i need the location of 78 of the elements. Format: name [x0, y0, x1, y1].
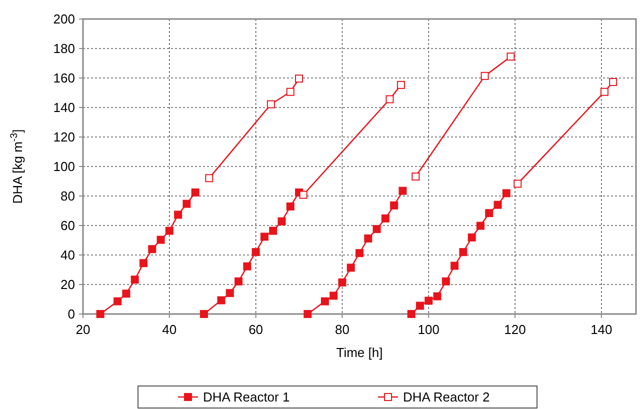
- point: [304, 310, 312, 318]
- point: [416, 302, 424, 310]
- legend-label: DHA Reactor 2: [403, 390, 490, 405]
- point: [320, 297, 329, 306]
- x-tick-label: 40: [162, 322, 177, 337]
- point: [506, 52, 515, 61]
- point: [295, 74, 304, 83]
- point: [286, 88, 294, 96]
- point: [182, 200, 191, 208]
- point: [234, 277, 243, 286]
- y-tick-label: 100: [53, 159, 75, 174]
- point: [130, 276, 139, 284]
- point: [356, 249, 364, 258]
- point: [191, 188, 200, 196]
- point: [386, 95, 394, 104]
- point: [502, 189, 510, 198]
- point: [407, 310, 416, 318]
- point: [514, 180, 522, 188]
- point: [266, 100, 275, 108]
- point: [278, 217, 286, 226]
- point: [468, 233, 476, 242]
- y-tick-label: 120: [53, 130, 75, 145]
- y-tick-label: 60: [60, 218, 75, 234]
- point: [269, 226, 278, 235]
- point: [424, 296, 433, 305]
- point: [381, 214, 390, 222]
- point: [122, 290, 130, 298]
- point: [330, 292, 338, 300]
- point: [205, 174, 214, 182]
- point: [398, 186, 407, 195]
- point: [364, 234, 372, 242]
- point: [412, 172, 420, 181]
- point: [600, 88, 608, 96]
- point: [396, 80, 405, 89]
- point: [494, 200, 502, 209]
- x-axis-title: Time [h]: [336, 345, 383, 360]
- point: [217, 296, 226, 304]
- y-tick-label: 20: [60, 277, 75, 292]
- y-tick-label: 160: [53, 70, 75, 86]
- point: [476, 222, 484, 230]
- point: [442, 277, 450, 286]
- y-tick-label: 40: [60, 248, 75, 263]
- x-tick-label: 120: [504, 322, 526, 337]
- point: [226, 289, 234, 298]
- y-tick-label: 80: [60, 188, 75, 204]
- point: [243, 262, 252, 270]
- point: [96, 310, 104, 318]
- point: [260, 232, 268, 241]
- point: [346, 264, 355, 272]
- x-tick-label: 60: [248, 322, 264, 337]
- y-tick-label: 180: [53, 41, 75, 56]
- y-tick-label: 0: [68, 306, 75, 322]
- x-tick-label: 100: [418, 322, 440, 337]
- point: [390, 201, 398, 210]
- point: [114, 297, 122, 306]
- point: [252, 248, 260, 256]
- point: [480, 72, 489, 80]
- y-tick-label: 200: [53, 12, 75, 27]
- point: [156, 236, 165, 244]
- point: [165, 226, 174, 235]
- point: [174, 210, 182, 219]
- x-tick-label: 140: [590, 322, 612, 337]
- point: [139, 259, 148, 268]
- y-tick-label: 140: [53, 100, 75, 116]
- legend-label: DHA Reactor 1: [203, 390, 290, 405]
- point: [338, 278, 346, 286]
- x-tick-label: 80: [334, 322, 350, 337]
- point: [485, 209, 494, 218]
- point: [459, 248, 468, 256]
- point: [433, 292, 442, 300]
- point: [299, 190, 308, 199]
- point: [609, 78, 618, 86]
- point: [450, 262, 459, 270]
- point: [286, 202, 294, 210]
- point: [200, 310, 208, 318]
- x-tick-label: 20: [76, 322, 90, 337]
- point: [372, 225, 381, 234]
- point: [148, 245, 156, 254]
